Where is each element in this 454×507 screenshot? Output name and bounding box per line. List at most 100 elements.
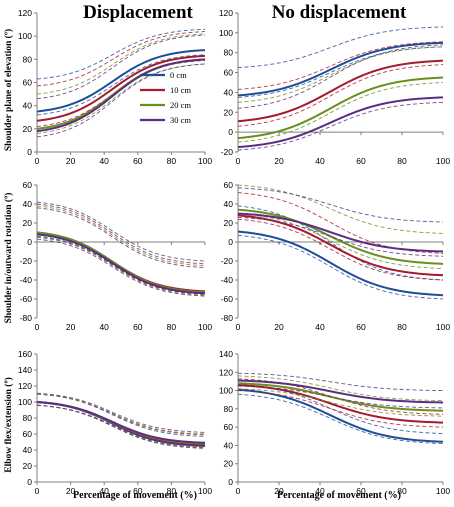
- series-lower-10cm: [237, 390, 444, 428]
- y-tick-label: 80: [23, 54, 33, 64]
- y-tick-label: 80: [224, 48, 234, 58]
- series-lower-20cm: [237, 213, 444, 270]
- series-mean-10cm: [237, 59, 444, 123]
- series-lower-30cm: [237, 385, 444, 409]
- y-tick-label: -60: [221, 294, 234, 304]
- series-upper-30cm: [36, 34, 206, 100]
- y-tick-label: 60: [224, 68, 234, 78]
- y-tick-label: 20: [23, 461, 33, 471]
- series-lower-20cm: [237, 388, 444, 417]
- series-mean-0cm: [237, 41, 444, 97]
- y-tick-label: 0: [27, 147, 32, 157]
- series-lower-0cm: [237, 393, 444, 445]
- y-tick-label: 80: [23, 413, 33, 423]
- series-mean-30cm: [36, 401, 206, 444]
- x-tick-label: 20: [66, 156, 76, 166]
- x-tick-label: 60: [133, 486, 143, 496]
- y-tick-label: 60: [224, 180, 234, 190]
- x-tick-label: 60: [356, 486, 366, 496]
- series-upper-30cm: [237, 372, 444, 392]
- x-tick-label: 0: [236, 322, 241, 332]
- x-tick-label: 20: [274, 322, 284, 332]
- y-tick-label: 0: [228, 477, 233, 487]
- y-tick-label: 100: [219, 386, 233, 396]
- x-tick-label: 0: [35, 486, 40, 496]
- series-upper-20cm: [36, 205, 206, 267]
- x-tick-label: 80: [167, 486, 177, 496]
- y-tick-label: 60: [23, 78, 33, 88]
- x-tick-label: 0: [236, 486, 241, 496]
- x-tick-label: 40: [315, 156, 325, 166]
- y-tick-label: 40: [224, 440, 234, 450]
- x-tick-label: 100: [198, 486, 212, 496]
- series-mean-30cm: [237, 379, 444, 404]
- y-tick-label: -20: [20, 256, 33, 266]
- x-tick-label: 0: [35, 322, 40, 332]
- x-tick-label: 80: [167, 322, 177, 332]
- y-tick-label: 160: [18, 349, 32, 359]
- y-tick-label: -80: [20, 313, 33, 323]
- y-tick-label: 100: [18, 31, 32, 41]
- column-title-displacement: Displacement: [83, 2, 193, 23]
- legend-label-0cm: 0 cm: [170, 70, 187, 80]
- series-upper-20cm: [237, 46, 444, 103]
- series-upper-0cm: [36, 28, 206, 80]
- series-mean-10cm: [36, 54, 206, 122]
- series-upper-30cm: [237, 187, 444, 223]
- legend-label-20cm: 20 cm: [170, 100, 191, 110]
- x-tick-label: 80: [167, 156, 177, 166]
- series-upper-30cm: [36, 207, 206, 269]
- y-tick-label: -20: [221, 256, 234, 266]
- series-upper-20cm: [237, 184, 444, 234]
- y-tick-label: 120: [18, 381, 32, 391]
- x-tick-label: 40: [99, 322, 109, 332]
- legend-label-10cm: 10 cm: [170, 85, 191, 95]
- y-tick-label: 20: [224, 107, 234, 117]
- series-mean-30cm: [36, 233, 206, 295]
- series-upper-20cm: [237, 375, 444, 402]
- series-lower-10cm: [237, 64, 444, 127]
- series-lower-20cm: [36, 236, 206, 296]
- y-tick-label: 60: [23, 180, 33, 190]
- xlabel-right: Percentage of movement (%): [277, 490, 401, 501]
- x-tick-label: 0: [35, 156, 40, 166]
- y-tick-label: 80: [224, 404, 234, 414]
- y-tick-label: 120: [219, 367, 233, 377]
- y-tick-label: -40: [20, 275, 33, 285]
- xlabel-left: Percentage of movement (%): [73, 490, 197, 501]
- x-tick-label: 60: [133, 322, 143, 332]
- y-tick-label: 0: [228, 127, 233, 137]
- legend: 0 cm 10 cm 20 cm 30 cm: [140, 70, 191, 125]
- panel-p32: 0 20 40 60 80 100 120 140 0 20 40 60 80 100: [219, 349, 451, 496]
- x-tick-label: 40: [99, 156, 109, 166]
- x-tick-label: 40: [99, 486, 109, 496]
- series-mean-0cm: [237, 230, 444, 297]
- panel-p21: -80 -60 -40 -20 0 20 40 60 0 20 40 60 80 100: [20, 180, 213, 332]
- x-tick-label: 100: [436, 156, 450, 166]
- series-upper-0cm: [36, 201, 206, 262]
- y-tick-label: 40: [23, 445, 33, 455]
- series-upper-0cm: [237, 26, 444, 69]
- series-upper-30cm: [237, 44, 444, 109]
- series-lower-30cm: [36, 238, 206, 297]
- series-mean-30cm: [237, 96, 444, 149]
- legend-label-30cm: 30 cm: [170, 115, 191, 125]
- series-upper-20cm: [36, 393, 206, 435]
- y-tick-label: 0: [228, 237, 233, 247]
- y-tick-label: 140: [18, 365, 32, 375]
- x-tick-label: 100: [198, 322, 212, 332]
- x-tick-label: 60: [356, 322, 366, 332]
- ylabel-elbow-flexion: Elbow flex/extension (º): [3, 377, 14, 473]
- y-tick-label: 20: [224, 459, 234, 469]
- y-tick-label: -40: [221, 275, 234, 285]
- series-upper-0cm: [237, 205, 444, 281]
- series-lower-0cm: [237, 46, 444, 98]
- y-tick-label: 20: [23, 124, 33, 134]
- panels-layer: 0 20 40 60 80 100 120 0 20 40 60 80 100 -20 0 20 40 60 80 1…: [18, 8, 451, 496]
- y-tick-label: 0: [27, 237, 32, 247]
- y-tick-label: 100: [219, 28, 233, 38]
- x-tick-label: 60: [133, 156, 143, 166]
- series-lower-20cm: [237, 82, 444, 143]
- y-tick-label: 60: [224, 422, 234, 432]
